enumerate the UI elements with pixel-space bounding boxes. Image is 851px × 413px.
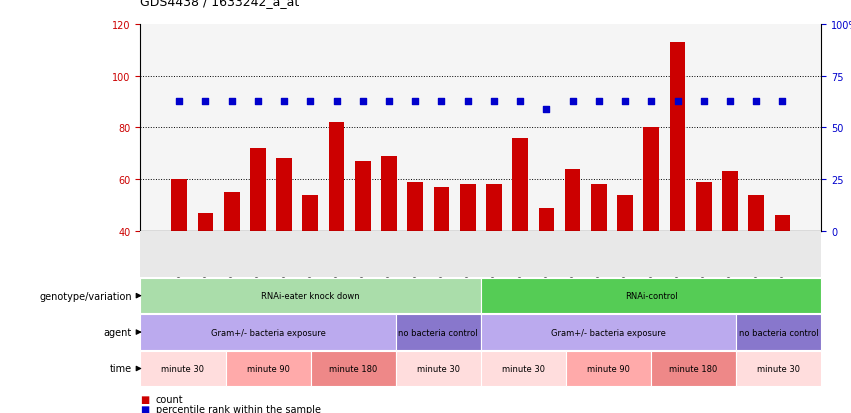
Point <box>671 99 684 105</box>
Bar <box>748 195 764 231</box>
Point <box>461 99 475 105</box>
Text: count: count <box>156 394 183 404</box>
Text: time: time <box>110 363 132 374</box>
Bar <box>565 169 580 231</box>
Point <box>408 99 422 105</box>
Point <box>644 99 658 105</box>
Point <box>198 99 212 105</box>
Bar <box>224 192 239 231</box>
Bar <box>591 185 607 231</box>
Text: no bacteria control: no bacteria control <box>398 328 478 337</box>
Point <box>173 99 186 105</box>
Bar <box>670 43 685 231</box>
Bar <box>696 182 711 231</box>
Point <box>513 99 527 105</box>
Bar <box>512 138 528 231</box>
Bar <box>460 185 476 231</box>
Bar <box>774 216 791 231</box>
Text: minute 180: minute 180 <box>670 364 717 373</box>
Text: minute 30: minute 30 <box>502 364 545 373</box>
Bar <box>277 159 292 231</box>
Text: minute 90: minute 90 <box>247 364 289 373</box>
Bar <box>408 182 423 231</box>
Text: no bacteria control: no bacteria control <box>739 328 819 337</box>
Text: minute 180: minute 180 <box>329 364 377 373</box>
Text: RNAi-eater knock down: RNAi-eater knock down <box>261 292 360 300</box>
Bar <box>328 123 345 231</box>
Bar <box>643 128 660 231</box>
Text: minute 30: minute 30 <box>417 364 460 373</box>
Bar <box>486 185 502 231</box>
Text: RNAi-control: RNAi-control <box>625 292 677 300</box>
Bar <box>434 188 449 231</box>
Bar <box>539 208 554 231</box>
Text: ■: ■ <box>140 404 150 413</box>
Point <box>723 99 737 105</box>
Point <box>487 99 500 105</box>
Point <box>592 99 606 105</box>
Point <box>304 99 317 105</box>
Point <box>566 99 580 105</box>
Point <box>540 107 553 113</box>
Point <box>251 99 265 105</box>
Bar <box>197 213 214 231</box>
Bar <box>171 180 187 231</box>
Text: minute 90: minute 90 <box>587 364 630 373</box>
Text: GDS4438 / 1633242_a_at: GDS4438 / 1633242_a_at <box>140 0 300 8</box>
Point <box>356 99 369 105</box>
Point <box>618 99 631 105</box>
Bar <box>355 161 371 231</box>
Point <box>330 99 344 105</box>
Text: genotype/variation: genotype/variation <box>39 291 132 301</box>
Text: percentile rank within the sample: percentile rank within the sample <box>156 404 321 413</box>
Text: minute 30: minute 30 <box>162 364 204 373</box>
Text: Gram+/- bacteria exposure: Gram+/- bacteria exposure <box>211 328 325 337</box>
Point <box>750 99 763 105</box>
Point <box>435 99 448 105</box>
Point <box>225 99 238 105</box>
Bar <box>722 172 738 231</box>
Bar <box>381 157 397 231</box>
Text: agent: agent <box>104 327 132 337</box>
Bar <box>250 149 266 231</box>
Point <box>382 99 396 105</box>
Text: Gram+/- bacteria exposure: Gram+/- bacteria exposure <box>551 328 665 337</box>
Bar <box>302 195 318 231</box>
Point <box>697 99 711 105</box>
Text: ■: ■ <box>140 394 150 404</box>
Bar <box>617 195 633 231</box>
Text: minute 30: minute 30 <box>757 364 800 373</box>
Point <box>775 99 789 105</box>
Point <box>277 99 291 105</box>
